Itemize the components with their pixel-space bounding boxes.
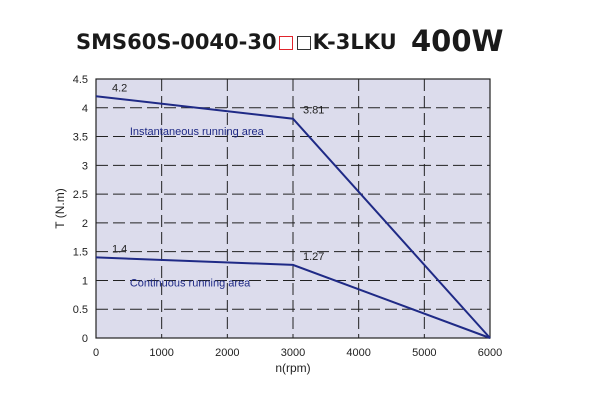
x-tick-label: 0 bbox=[93, 347, 99, 359]
y-tick-label: 3.5 bbox=[73, 132, 88, 144]
y-axis-label: T (N.m) bbox=[53, 188, 67, 228]
data-label: 3.81 bbox=[303, 105, 324, 117]
x-tick-label: 5000 bbox=[412, 347, 436, 359]
series-name-label: Instantaneous running area bbox=[130, 126, 265, 138]
y-tick-label: 0 bbox=[82, 333, 88, 345]
data-label: 1.27 bbox=[303, 251, 324, 263]
x-tick-labels: 0 1000 2000 3000 4000 5000 6000 bbox=[93, 347, 502, 359]
y-tick-label: 2.5 bbox=[73, 189, 88, 201]
model-suffix: K-3LKU bbox=[312, 30, 397, 54]
y-tick-label: 1 bbox=[82, 275, 88, 287]
y-tick-label: 3 bbox=[82, 160, 88, 172]
x-tick-label: 3000 bbox=[281, 347, 305, 359]
y-tick-labels: 0 0.5 1 1.5 2 2.5 3 3.5 4 4.5 bbox=[73, 74, 88, 345]
y-tick-label: 1.5 bbox=[73, 247, 88, 259]
series-labels: 4.2 3.81 Instantaneous running area 1.4 1.27… bbox=[112, 82, 324, 289]
power-rating: 400W bbox=[411, 24, 504, 58]
y-tick-label: 4.5 bbox=[73, 74, 88, 86]
y-tick-label: 2 bbox=[82, 218, 88, 230]
series-line bbox=[95, 256, 491, 339]
x-tick-label: 1000 bbox=[149, 347, 173, 359]
black-square-box bbox=[296, 36, 311, 50]
data-label: 1.4 bbox=[112, 243, 127, 255]
chart-title: SMS60S-0040-30 K-3LKU bbox=[76, 30, 397, 64]
x-tick-label: 2000 bbox=[215, 347, 239, 359]
y-tick-label: 4 bbox=[82, 103, 88, 115]
x-tick-label: 4000 bbox=[346, 347, 370, 359]
x-tick-label: 6000 bbox=[478, 347, 502, 359]
y-tick-label: 0.5 bbox=[73, 304, 88, 316]
red-square-box bbox=[278, 36, 293, 50]
series-name-label: Continuous running area bbox=[130, 278, 251, 290]
grid-lines bbox=[96, 79, 490, 338]
model-prefix: SMS60S-0040-30 bbox=[76, 30, 277, 54]
data-label: 4.2 bbox=[112, 82, 127, 94]
series-line bbox=[95, 95, 491, 339]
x-axis-label: n(rpm) bbox=[275, 361, 310, 375]
series-lines bbox=[95, 95, 491, 339]
